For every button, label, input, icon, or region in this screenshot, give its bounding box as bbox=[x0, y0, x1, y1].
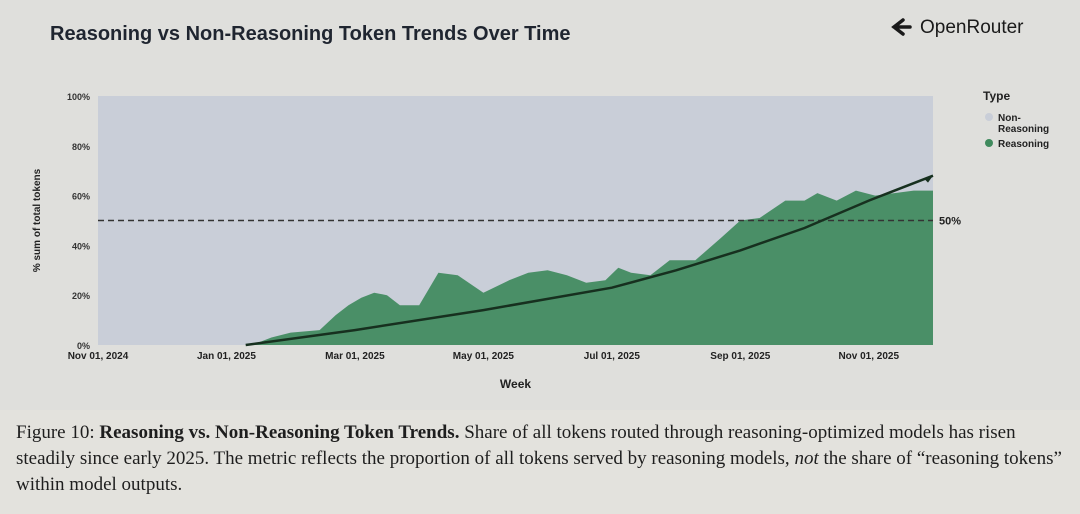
legend-label-reasoning: Reasoning bbox=[998, 139, 1049, 150]
x-tick-label: Sep 01, 2025 bbox=[710, 351, 770, 362]
reference-line-label: 50% bbox=[939, 216, 961, 228]
y-tick-label: 20% bbox=[72, 291, 90, 301]
x-axis-label: Week bbox=[500, 377, 531, 391]
x-tick-label: Mar 01, 2025 bbox=[325, 351, 385, 362]
legend-title: Type bbox=[983, 89, 1010, 103]
legend: Type Non-Reasoning Reasoning bbox=[983, 89, 1049, 150]
openrouter-logo: OpenRouter bbox=[891, 17, 1024, 38]
caption-emphasis: not bbox=[794, 448, 819, 469]
legend-swatch-reasoning bbox=[985, 139, 993, 147]
figure-caption: Figure 10: Reasoning vs. Non-Reasoning T… bbox=[16, 420, 1066, 498]
legend-swatch-non-reasoning bbox=[985, 113, 993, 121]
y-tick-label: 60% bbox=[72, 192, 90, 202]
brand-name: OpenRouter bbox=[920, 17, 1024, 38]
chart-title: Reasoning vs Non-Reasoning Token Trends … bbox=[50, 23, 571, 45]
y-tick-label: 0% bbox=[77, 341, 90, 351]
caption-title: Reasoning vs. Non-Reasoning Token Trends… bbox=[99, 422, 460, 443]
x-tick-label: Jul 01, 2025 bbox=[584, 351, 641, 362]
x-tick-label: Nov 01, 2025 bbox=[838, 351, 899, 362]
legend-label-non-reasoning: Non-Reasoning bbox=[998, 113, 1049, 135]
x-tick-label: Jan 01, 2025 bbox=[197, 351, 256, 362]
caption-text-1: Share of all tokens routed through reaso… bbox=[16, 422, 1016, 469]
openrouter-logo-icon bbox=[891, 18, 912, 36]
y-axis-label: % sum of total tokens bbox=[32, 168, 43, 272]
plot-area: 50% bbox=[98, 96, 961, 347]
y-tick-label: 80% bbox=[72, 142, 90, 152]
x-tick-label: Nov 01, 2024 bbox=[68, 351, 129, 362]
caption-text-2: the share of “reasoning tokens” within m… bbox=[16, 448, 1062, 495]
y-tick-label: 40% bbox=[72, 241, 90, 251]
trend-arrowhead bbox=[924, 175, 933, 183]
y-tick-label: 100% bbox=[67, 92, 90, 102]
reasoning-area bbox=[98, 190, 933, 345]
trend-line bbox=[245, 174, 934, 347]
axes: 0% 20% 40% 60% 80% 100% Nov 01, 2024 Jan 01, 20… bbox=[32, 92, 899, 391]
caption-prefix: Figure 10: bbox=[16, 422, 100, 443]
x-tick-label: May 01, 2025 bbox=[453, 351, 515, 362]
